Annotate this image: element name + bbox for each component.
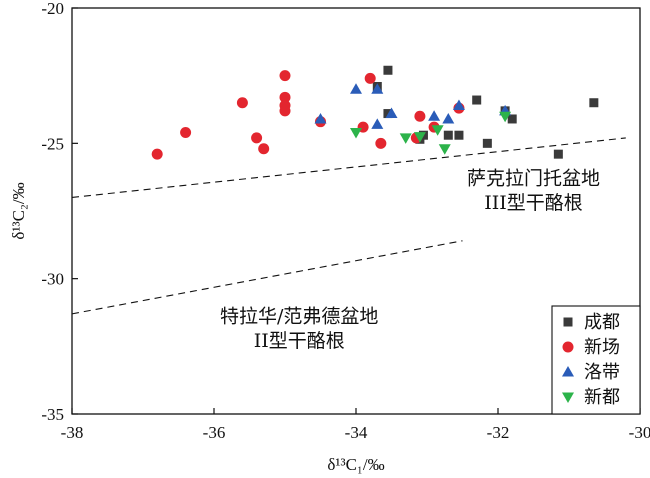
region-kerogen-label: III型干酪根 — [484, 192, 583, 214]
data-point — [364, 72, 376, 84]
data-point — [383, 109, 393, 119]
data-point — [442, 112, 455, 124]
y-tick-label: -30 — [41, 270, 64, 289]
legend-entry: 新都 — [584, 387, 620, 408]
data-point — [279, 105, 291, 117]
legend-entry: 新场 — [584, 337, 620, 358]
data-point — [482, 138, 492, 148]
data-point — [383, 65, 393, 75]
x-tick-label: -36 — [203, 423, 226, 442]
y-tick-label: -20 — [41, 0, 64, 18]
data-point — [151, 148, 163, 160]
data-point — [180, 127, 192, 139]
data-point — [314, 112, 327, 124]
data-point — [452, 99, 465, 110]
data-point — [553, 149, 563, 159]
data-point — [251, 132, 263, 144]
x-axis-title: δ¹³C₁/‰ — [327, 455, 384, 474]
data-point — [375, 137, 387, 149]
data-point — [350, 128, 362, 139]
y-tick-label: -35 — [41, 405, 64, 424]
x-tick-label: -38 — [61, 423, 84, 442]
data-point — [371, 83, 384, 94]
data-point — [279, 91, 291, 103]
data-point — [413, 132, 426, 143]
x-tick-label: -34 — [345, 423, 368, 442]
legend-marker — [563, 317, 573, 327]
data-point — [350, 83, 362, 94]
x-tick-label: -32 — [487, 423, 510, 442]
data-point — [385, 107, 398, 119]
data-point — [279, 70, 291, 82]
data-point — [258, 143, 270, 155]
data-point — [428, 110, 441, 121]
legend-marker — [562, 366, 574, 377]
legend-entry: 洛带 — [584, 362, 620, 383]
data-point — [443, 130, 453, 140]
legend-marker — [562, 341, 574, 353]
legend-entry: 成都 — [584, 312, 620, 333]
data-point — [454, 130, 464, 140]
x-tick-label: -30 — [629, 423, 650, 442]
region-kerogen-label: II型干酪根 — [254, 330, 345, 352]
region-label: 萨克拉门托盆地 — [467, 168, 600, 190]
region-label: 特拉华/范弗德盆地 — [220, 306, 378, 328]
data-point — [589, 98, 599, 108]
data-point — [236, 97, 248, 109]
y-tick-label: -25 — [41, 134, 64, 153]
data-point — [431, 125, 444, 136]
legend-marker — [562, 392, 574, 403]
data-point — [414, 110, 426, 122]
data-point — [371, 118, 384, 129]
boundary-line — [71, 240, 463, 315]
boundary-line — [71, 137, 626, 199]
data-point — [499, 111, 512, 123]
data-point — [438, 144, 451, 155]
data-point — [399, 133, 412, 144]
y-axis-title: δ¹³C₂/‰ — [9, 182, 28, 239]
data-point — [472, 95, 482, 105]
data-point — [507, 114, 517, 124]
